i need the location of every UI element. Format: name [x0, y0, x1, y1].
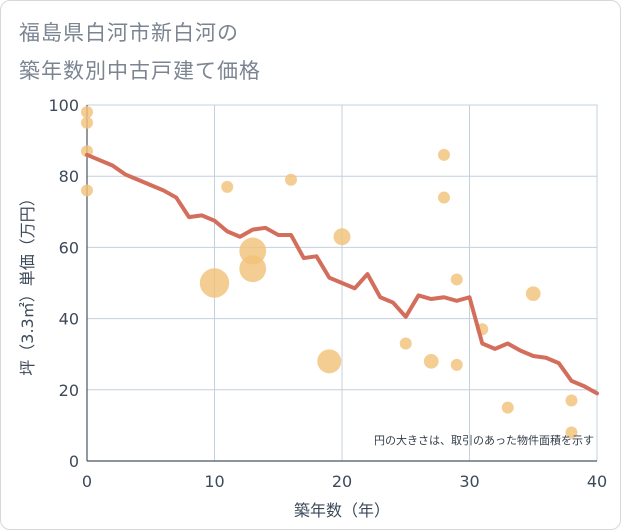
y-tick-label: 20 [59, 381, 79, 400]
chart-title-line-2: 築年数別中古戸建て価格 [19, 59, 261, 83]
y-tick-label: 0 [69, 452, 79, 471]
bubbles [81, 106, 578, 439]
bubble-point [525, 286, 541, 302]
bubble-point [438, 148, 450, 161]
trend-line-group [85, 152, 599, 396]
bubble-point [423, 353, 439, 369]
bubble-point [450, 273, 463, 286]
bubble-point [317, 349, 342, 374]
bubble-point [438, 191, 450, 204]
axis-ticks: 0 10 20 30 40 0 20 40 60 80 100 [48, 96, 607, 491]
bubble-point [285, 173, 297, 186]
x-tick-label: 40 [587, 472, 607, 491]
y-tick-label: 40 [59, 310, 79, 329]
grid [86, 104, 598, 462]
bubble-point [333, 228, 351, 246]
y-tick-label: 100 [48, 96, 79, 115]
chart-title-line-1: 福島県白河市新白河の [19, 21, 239, 45]
bubble-point [221, 180, 234, 193]
bubble-point [199, 268, 230, 298]
x-tick-label: 30 [459, 472, 479, 491]
bubble-point [239, 255, 267, 283]
x-tick-label: 0 [82, 472, 92, 491]
x-axis-title: 築年数（年） [294, 501, 390, 520]
bubble-point [81, 116, 93, 129]
bubble-point [81, 184, 93, 197]
bubble-size-note: 円の大きさは、取引のあった物件面積を示す [374, 433, 594, 447]
bubble-point [565, 426, 578, 439]
trend-line [85, 152, 599, 396]
y-tick-label: 60 [59, 238, 79, 257]
x-tick-label: 10 [204, 472, 224, 491]
bubble-point [81, 106, 93, 119]
x-tick-label: 20 [332, 472, 352, 491]
bubble-point [501, 401, 514, 414]
bubble-point [565, 394, 578, 407]
bubble-point [450, 358, 463, 371]
y-tick-label: 80 [59, 167, 79, 186]
y-axis-title: 坪（3.3㎡）単価（万円） [18, 190, 37, 375]
bubble-point [399, 337, 412, 350]
